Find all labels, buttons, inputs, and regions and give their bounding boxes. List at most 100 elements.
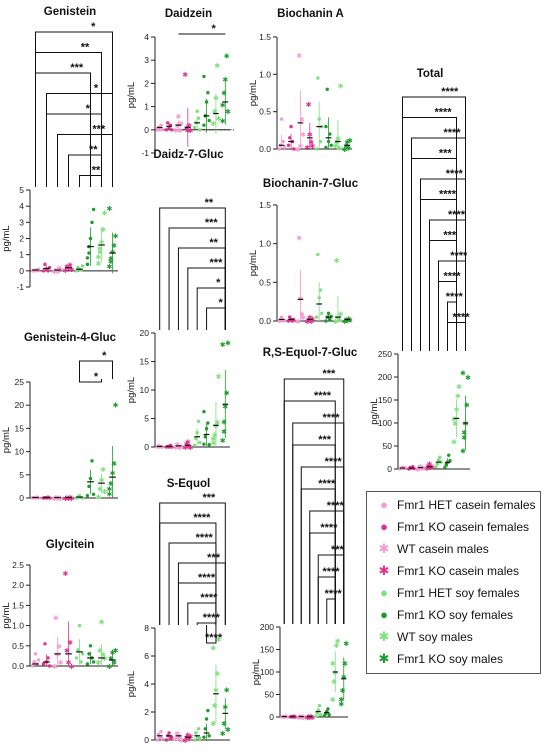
data-point — [316, 252, 320, 257]
y-tick-label: 50 — [265, 690, 275, 700]
data-point: ✱ — [343, 316, 349, 324]
significance-label: **** — [439, 189, 457, 201]
data-point: ✱ — [335, 638, 341, 646]
y-tick-label: 1.0 — [12, 621, 24, 631]
y-tick-label: 4 — [19, 201, 24, 211]
data-point: ✱ — [220, 101, 226, 109]
significance-label: ** — [205, 197, 214, 209]
data-point — [282, 145, 287, 150]
data-point — [286, 143, 291, 147]
y-axis-label: pg/mL — [248, 250, 259, 276]
data-point: ✱ — [97, 486, 103, 494]
data-point — [320, 311, 324, 315]
data-point — [77, 623, 82, 628]
significance-label: **** — [446, 291, 464, 303]
data-point — [46, 269, 50, 273]
legend-label: WT casein males — [397, 542, 489, 556]
y-tick-label: 0 — [144, 442, 149, 452]
data-point: ✱ — [67, 261, 73, 269]
data-point — [87, 484, 91, 489]
data-point — [164, 128, 169, 132]
data-point: ✱ — [340, 687, 346, 695]
data-point: ✱ — [108, 655, 114, 663]
data-point — [91, 492, 96, 496]
data-point: ✱ — [415, 466, 421, 474]
significance-label: *** — [92, 124, 106, 136]
data-point: ✱ — [111, 659, 117, 667]
data-point — [318, 288, 323, 292]
data-point — [202, 442, 206, 446]
data-point — [41, 269, 46, 273]
data-point: ✱ — [301, 714, 307, 722]
data-point — [198, 736, 202, 741]
data-point: ✱ — [343, 142, 349, 150]
legend-item: ● Fmr1 KO casein females — [375, 518, 529, 536]
data-point: ✱ — [111, 460, 117, 468]
data-point: ✱ — [296, 234, 302, 242]
legend-label: Fmr1 HET casein females — [397, 498, 536, 512]
significance-label: * — [86, 103, 91, 115]
significance-bracket — [447, 322, 466, 351]
data-point: ✱ — [216, 115, 222, 123]
data-point: ✱ — [100, 226, 106, 234]
data-point: ✱ — [304, 318, 310, 326]
panel-title: Glycitein — [46, 539, 95, 551]
data-point: ✱ — [97, 248, 103, 256]
data-point: ✱ — [332, 318, 338, 326]
data-point: ✱ — [99, 619, 105, 627]
data-point: ✱ — [182, 444, 188, 452]
significance-bracket — [35, 31, 113, 187]
data-point: ✱ — [95, 494, 101, 502]
y-tick-label: 150 — [260, 645, 274, 655]
data-point — [80, 652, 85, 656]
data-point — [47, 664, 52, 668]
data-point — [314, 714, 318, 718]
significance-bracket — [326, 598, 336, 624]
data-point — [204, 717, 209, 721]
data-point: ✱ — [300, 314, 306, 322]
data-point — [167, 731, 171, 735]
data-point: ✱ — [58, 659, 64, 667]
y-tick-label: 150 — [378, 395, 392, 405]
significance-bracket — [206, 625, 217, 644]
data-point: ✱ — [298, 714, 304, 722]
data-point: ✱ — [221, 418, 227, 426]
data-point: ✱ — [184, 734, 190, 742]
data-point: ✱ — [451, 438, 457, 446]
data-point — [317, 704, 322, 708]
data-point — [288, 136, 292, 140]
significance-label: **** — [322, 412, 340, 424]
data-point — [316, 76, 320, 80]
data-point — [202, 735, 206, 739]
y-tick-label: 5 — [19, 470, 24, 480]
data-point — [74, 656, 79, 660]
y-tick-label: 20 — [140, 328, 150, 338]
y-tick-label: 0 — [144, 125, 149, 135]
data-point — [318, 139, 323, 144]
data-point — [79, 660, 83, 664]
y-tick-label: 100 — [260, 667, 274, 677]
y-tick-label: 200 — [378, 372, 392, 382]
significance-label: * — [102, 350, 107, 362]
significance-label: **** — [446, 168, 464, 180]
data-point: ✱ — [307, 714, 313, 722]
data-point: ✱ — [176, 443, 182, 451]
y-tick-label: 0 — [144, 735, 149, 745]
y-tick-label: 0.0 — [259, 316, 271, 326]
y-tick-label: 25 — [15, 377, 25, 387]
significance-label: **** — [452, 312, 470, 324]
data-point: ✱ — [56, 495, 62, 503]
data-point — [192, 738, 197, 742]
legend-label: Fmr1 KO casein males — [397, 564, 520, 578]
y-tick-label: 15 — [140, 357, 150, 367]
significance-label: **** — [318, 478, 336, 490]
data-point — [196, 727, 201, 731]
data-point — [314, 315, 319, 319]
data-point — [318, 713, 323, 717]
data-point — [194, 731, 198, 735]
data-point: ✱ — [347, 316, 353, 324]
data-point: ✱ — [347, 137, 353, 145]
data-point: ✱ — [177, 733, 183, 741]
data-point: ✱ — [420, 465, 426, 473]
data-point — [281, 139, 285, 144]
